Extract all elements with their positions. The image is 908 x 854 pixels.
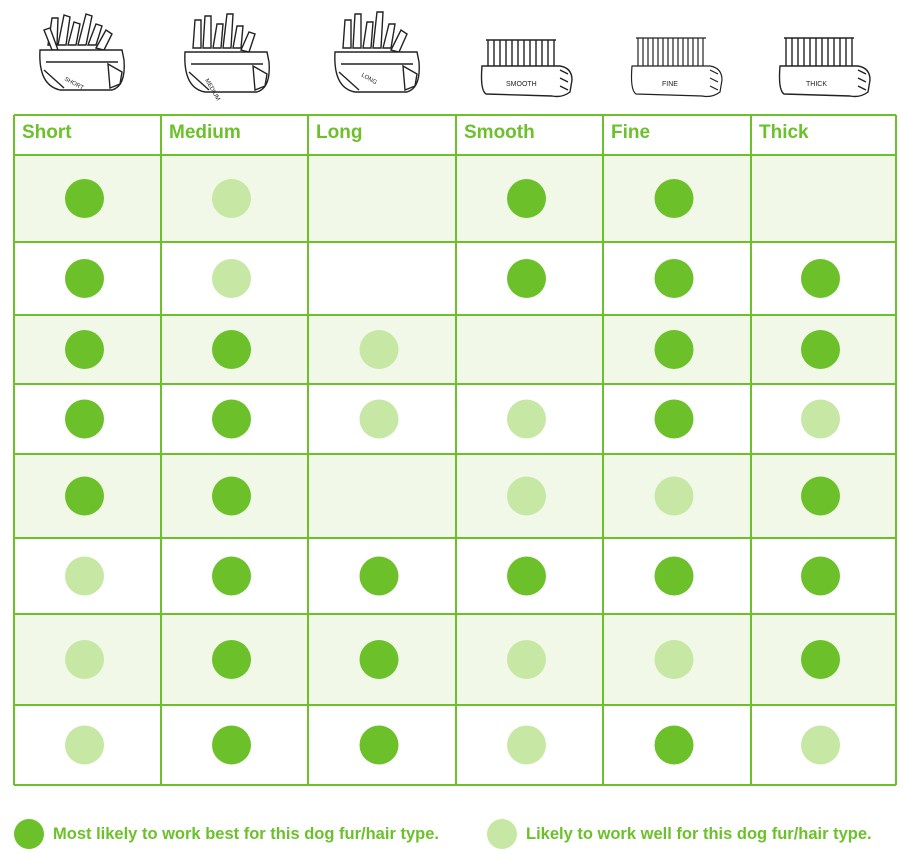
good-fit-dot [65, 640, 104, 679]
best-fit-dot [212, 476, 251, 516]
best-fit-dot [507, 179, 546, 218]
good-fit-dot [65, 725, 104, 765]
compatibility-table: Short Medium Long Smooth Fine Thick [13, 114, 897, 786]
best-fit-dot [654, 330, 694, 369]
medium-brush-icon: MEDIUM [175, 10, 285, 105]
legend-label-best: Most likely to work best for this dog fu… [53, 824, 439, 843]
best-fit-dot [654, 725, 694, 765]
good-fit-dot [507, 476, 546, 516]
fine-brush-icon: FINE [622, 10, 732, 105]
best-fit-dot [212, 640, 251, 679]
best-fit-dot [212, 556, 251, 596]
column-header-medium: Medium [169, 122, 241, 143]
good-fit-dot [654, 476, 694, 516]
best-fit-dot [801, 259, 840, 298]
good-fit-dot [359, 330, 399, 369]
good-fit-dot [654, 640, 694, 679]
good-fit-dot [801, 399, 840, 439]
good-dot-icon [487, 819, 517, 849]
best-fit-dot [65, 330, 104, 369]
legend: Most likely to work best for this dog fu… [0, 812, 908, 854]
best-fit-dot [212, 725, 251, 765]
column-header-long: Long [316, 122, 362, 143]
best-fit-dot [801, 640, 840, 679]
legend-label-good: Likely to work well for this dog fur/hai… [526, 824, 872, 843]
best-fit-dot [65, 399, 104, 439]
best-fit-dot [212, 399, 251, 439]
good-fit-dot [507, 725, 546, 765]
column-header-fine: Fine [611, 122, 650, 143]
best-dot-icon [14, 819, 44, 849]
smooth-brush-label: SMOOTH [506, 81, 537, 88]
column-header-short: Short [22, 122, 72, 143]
thick-brush-label: THICK [806, 81, 827, 88]
good-fit-dot [212, 179, 251, 218]
good-fit-dot [359, 399, 399, 439]
best-fit-dot [801, 476, 840, 516]
best-fit-dot [65, 259, 104, 298]
thick-brush-icon: THICK [770, 10, 880, 105]
smooth-brush-icon: SMOOTH [472, 10, 582, 105]
best-fit-dot [507, 259, 546, 298]
best-fit-dot [654, 556, 694, 596]
short-brush-icon: SHORT [30, 10, 140, 105]
best-fit-dot [359, 640, 399, 679]
good-fit-dot [212, 259, 251, 298]
best-fit-dot [801, 556, 840, 596]
best-fit-dot [507, 556, 546, 596]
best-fit-dot [359, 725, 399, 765]
legend-item-good: Likely to work well for this dog fur/hai… [487, 818, 872, 850]
column-header-thick: Thick [759, 122, 809, 143]
column-header-smooth: Smooth [464, 122, 535, 143]
best-fit-dot [801, 330, 840, 369]
good-fit-dot [65, 556, 104, 596]
legend-item-best: Most likely to work best for this dog fu… [14, 818, 439, 850]
best-fit-dot [654, 399, 694, 439]
good-fit-dot [801, 725, 840, 765]
good-fit-dot [507, 399, 546, 439]
best-fit-dot [65, 179, 104, 218]
best-fit-dot [359, 556, 399, 596]
best-fit-dot [654, 179, 694, 218]
best-fit-dot [65, 476, 104, 516]
best-fit-dot [212, 330, 251, 369]
best-fit-dot [654, 259, 694, 298]
fine-brush-label: FINE [662, 81, 678, 88]
long-brush-icon: LONG [325, 10, 435, 105]
brush-icons-row: SHORT MEDIUM [0, 0, 908, 112]
good-fit-dot [507, 640, 546, 679]
